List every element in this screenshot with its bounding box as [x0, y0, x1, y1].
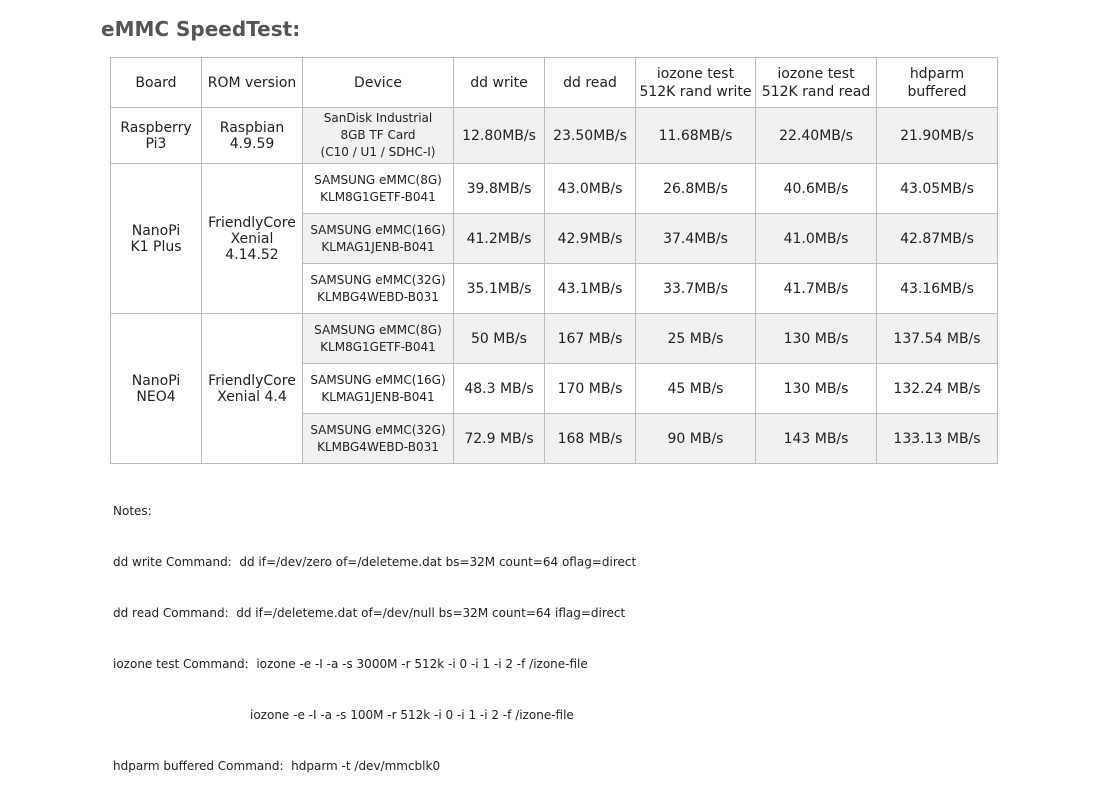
column-header: iozone test 512K rand read: [755, 57, 877, 108]
device-cell: SAMSUNG eMMC(16G) KLMAG1JENB-B041: [302, 213, 454, 264]
value-cell: 25 MB/s: [635, 313, 756, 364]
note-dd-write: dd write Command: dd if=/dev/zero of=/de…: [113, 555, 637, 569]
column-header: iozone test 512K rand write: [635, 57, 756, 108]
value-cell: 43.16MB/s: [876, 263, 998, 314]
value-cell: 41.0MB/s: [755, 213, 877, 264]
value-cell: 43.05MB/s: [876, 163, 998, 214]
value-cell: 21.90MB/s: [876, 107, 998, 164]
value-cell: 167 MB/s: [544, 313, 636, 364]
device-cell: SanDisk Industrial 8GB TF Card (C10 / U1 /…: [302, 107, 454, 164]
device-cell: SAMSUNG eMMC(32G) KLMBG4WEBD-B031: [302, 263, 454, 314]
value-cell: 23.50MB/s: [544, 107, 636, 164]
value-cell: 130 MB/s: [755, 313, 877, 364]
rom-version-cell: FriendlyCore Xenial 4.14.52: [201, 163, 303, 314]
value-cell: 168 MB/s: [544, 413, 636, 464]
value-cell: 39.8MB/s: [453, 163, 545, 214]
board-cell: Raspberry Pi3: [110, 107, 202, 164]
value-cell: 72.9 MB/s: [453, 413, 545, 464]
rom-version-cell: FriendlyCore Xenial 4.4: [201, 313, 303, 464]
table-row: NanoPi NEO4 FriendlyCore Xenial 4.4 SAMSUNG …: [110, 313, 998, 464]
value-cell: 90 MB/s: [635, 413, 756, 464]
speedtest-table: Board ROM version Device dd write dd read ioz…: [110, 57, 998, 464]
value-cell: 41.2MB/s: [453, 213, 545, 264]
note-dd-read: dd read Command: dd if=/deleteme.dat of=…: [113, 606, 626, 620]
value-cell: 143 MB/s: [755, 413, 877, 464]
table-row: SAMSUNG eMMC(32G) KLMBG4WEBD-B031 35.1MB/s…: [111, 263, 998, 314]
value-cell: 11.68MB/s: [635, 107, 756, 164]
value-cell: 37.4MB/s: [635, 213, 756, 264]
column-header: dd write: [453, 57, 545, 108]
note-iozone-2: iozone -e -I -a -s 100M -r 512k -i 0 -i …: [250, 708, 574, 722]
table-header-row: Board ROM version Device dd write dd read ioz…: [110, 57, 998, 108]
value-cell: 45 MB/s: [635, 363, 756, 414]
column-header: hdparm buffered: [876, 57, 998, 108]
device-cell: SAMSUNG eMMC(32G) KLMBG4WEBD-B031: [302, 413, 454, 464]
table-row: SAMSUNG eMMC(16G) KLMAG1JENB-B041 41.2MB/s…: [111, 213, 998, 264]
value-cell: 22.40MB/s: [755, 107, 877, 164]
page-title: eMMC SpeedTest:: [101, 17, 301, 41]
table-row: SAMSUNG eMMC(16G) KLMAG1JENB-B041 48.3 MB/…: [111, 363, 998, 414]
value-cell: 170 MB/s: [544, 363, 636, 414]
device-cell: SAMSUNG eMMC(8G) KLM8G1GETF-B041: [302, 313, 454, 364]
value-cell: 41.7MB/s: [755, 263, 877, 314]
table-row: NanoPi K1 Plus FriendlyCore Xenial 4.14.52 S…: [110, 163, 998, 314]
notes-heading: Notes:: [113, 504, 152, 518]
note-iozone-1: iozone test Command: iozone -e -I -a -s …: [113, 657, 588, 671]
column-header: Device: [302, 57, 454, 108]
value-cell: 42.87MB/s: [876, 213, 998, 264]
value-cell: 26.8MB/s: [635, 163, 756, 214]
table-row: SAMSUNG eMMC(32G) KLMBG4WEBD-B031 72.9 MB/…: [111, 413, 998, 464]
value-cell: 132.24 MB/s: [876, 363, 998, 414]
device-cell: SAMSUNG eMMC(16G) KLMAG1JENB-B041: [302, 363, 454, 414]
table-row: Raspberry Pi3 Raspbian 4.9.59 SanDisk Indust…: [110, 107, 998, 164]
note-hdparm: hdparm buffered Command: hdparm -t /dev/…: [113, 759, 441, 773]
value-cell: 35.1MB/s: [453, 263, 545, 314]
value-cell: 133.13 MB/s: [876, 413, 998, 464]
device-cell: SAMSUNG eMMC(8G) KLM8G1GETF-B041: [302, 163, 454, 214]
value-cell: 43.1MB/s: [544, 263, 636, 314]
value-cell: 137.54 MB/s: [876, 313, 998, 364]
value-cell: 40.6MB/s: [755, 163, 877, 214]
value-cell: 43.0MB/s: [544, 163, 636, 214]
board-cell: NanoPi K1 Plus: [110, 163, 202, 314]
column-header: Board: [110, 57, 202, 108]
value-cell: 42.9MB/s: [544, 213, 636, 264]
value-cell: 130 MB/s: [755, 363, 877, 414]
value-cell: 50 MB/s: [453, 313, 545, 364]
column-header: ROM version: [201, 57, 303, 108]
value-cell: 33.7MB/s: [635, 263, 756, 314]
value-cell: 48.3 MB/s: [453, 363, 545, 414]
notes: Notes: dd write Command: dd if=/dev/zero…: [113, 469, 636, 792]
column-header: dd read: [544, 57, 636, 108]
board-cell: NanoPi NEO4: [110, 313, 202, 464]
value-cell: 12.80MB/s: [453, 107, 545, 164]
rom-version-cell: Raspbian 4.9.59: [201, 107, 303, 164]
